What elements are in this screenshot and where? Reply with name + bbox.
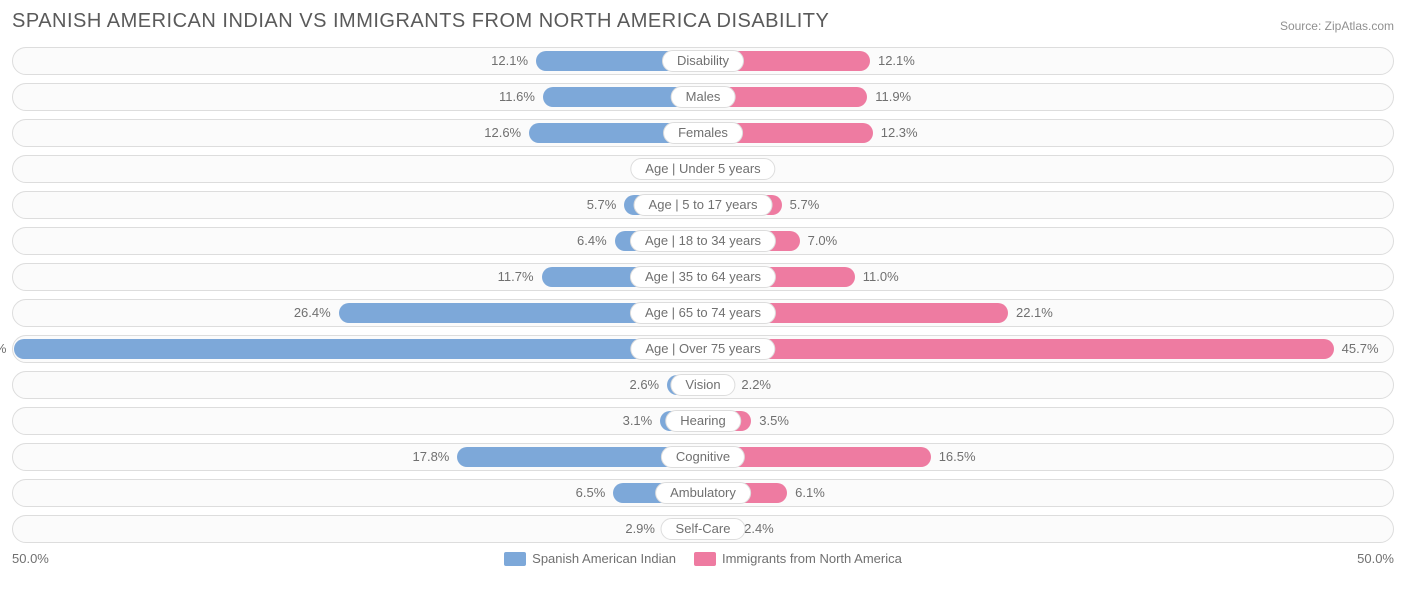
chart-row: 5.7% 5.7% Age | 5 to 17 years (12, 191, 1394, 219)
category-label: Age | 5 to 17 years (634, 194, 773, 216)
chart-row: 26.4% 22.1% Age | 65 to 74 years (12, 299, 1394, 327)
value-right: 11.0% (863, 264, 899, 290)
value-left: 11.7% (498, 264, 534, 290)
category-label: Cognitive (661, 446, 745, 468)
value-left: 12.6% (484, 120, 521, 146)
value-left: 6.5% (576, 480, 606, 506)
value-right: 16.5% (939, 444, 976, 470)
value-right: 2.4% (744, 516, 774, 542)
value-right: 2.2% (741, 372, 771, 398)
value-left: 5.7% (587, 192, 617, 218)
chart-row: 1.3%1.4%Age | Under 5 years (12, 155, 1394, 183)
value-left: 2.9% (625, 516, 655, 542)
bar-left (14, 339, 703, 359)
chart-title: SPANISH AMERICAN INDIAN VS IMMIGRANTS FR… (12, 10, 829, 33)
category-label: Age | Over 75 years (630, 338, 775, 360)
category-label: Age | 35 to 64 years (630, 266, 776, 288)
category-label: Males (671, 86, 736, 108)
category-label: Vision (670, 374, 735, 396)
chart-row: 6.5% 6.1% Ambulatory (12, 479, 1394, 507)
chart-axis: 50.0% Spanish American Indian Immigrants… (12, 551, 1394, 566)
category-label: Ambulatory (655, 482, 751, 504)
chart-row: 12.1% 12.1% Disability (12, 47, 1394, 75)
value-right: 3.5% (759, 408, 789, 434)
value-left: 6.4% (577, 228, 607, 254)
chart-source: Source: ZipAtlas.com (1280, 19, 1394, 33)
value-right: 22.1% (1016, 300, 1053, 326)
chart-legend: Spanish American Indian Immigrants from … (504, 551, 902, 566)
legend-item-right: Immigrants from North America (694, 551, 902, 566)
value-right: 45.7% (1342, 336, 1379, 362)
chart-row: 11.7% 11.0% Age | 35 to 64 years (12, 263, 1394, 291)
chart-row: 2.9% 2.4%Self-Care (12, 515, 1394, 543)
bar-right (703, 339, 1334, 359)
chart-header: SPANISH AMERICAN INDIAN VS IMMIGRANTS FR… (12, 10, 1394, 33)
chart-row: 12.6% 12.3% Females (12, 119, 1394, 147)
legend-label-left: Spanish American Indian (532, 551, 676, 566)
chart-row: 49.9%45.7%Age | Over 75 years (12, 335, 1394, 363)
value-left: 17.8% (413, 444, 450, 470)
value-left: 3.1% (623, 408, 653, 434)
chart-row: 11.6% 11.9% Males (12, 83, 1394, 111)
legend-swatch-right (694, 552, 716, 566)
chart-row: 3.1% 3.5% Hearing (12, 407, 1394, 435)
value-left: 49.9% (0, 336, 6, 362)
category-label: Age | 65 to 74 years (630, 302, 776, 324)
chart-row: 17.8% 16.5% Cognitive (12, 443, 1394, 471)
value-right: 12.1% (878, 48, 915, 74)
value-left: 2.6% (629, 372, 659, 398)
legend-label-right: Immigrants from North America (722, 551, 902, 566)
value-left: 26.4% (294, 300, 331, 326)
value-right: 5.7% (790, 192, 820, 218)
chart-row: 2.6% 2.2% Vision (12, 371, 1394, 399)
value-right: 7.0% (808, 228, 838, 254)
value-right: 11.9% (875, 84, 911, 110)
category-label: Age | Under 5 years (630, 158, 775, 180)
value-right: 6.1% (795, 480, 825, 506)
category-label: Females (663, 122, 743, 144)
category-label: Disability (662, 50, 744, 72)
category-label: Self-Care (661, 518, 746, 540)
value-left: 12.1% (491, 48, 528, 74)
diverging-bar-chart: 12.1% 12.1% Disability 11.6% 11.9% Males 12.6%… (12, 47, 1394, 543)
legend-item-left: Spanish American Indian (504, 551, 676, 566)
axis-right-max: 50.0% (1357, 551, 1394, 566)
axis-left-max: 50.0% (12, 551, 49, 566)
chart-row: 6.4% 7.0% Age | 18 to 34 years (12, 227, 1394, 255)
value-right: 12.3% (881, 120, 918, 146)
category-label: Age | 18 to 34 years (630, 230, 776, 252)
category-label: Hearing (665, 410, 741, 432)
value-left: 11.6% (499, 84, 535, 110)
legend-swatch-left (504, 552, 526, 566)
